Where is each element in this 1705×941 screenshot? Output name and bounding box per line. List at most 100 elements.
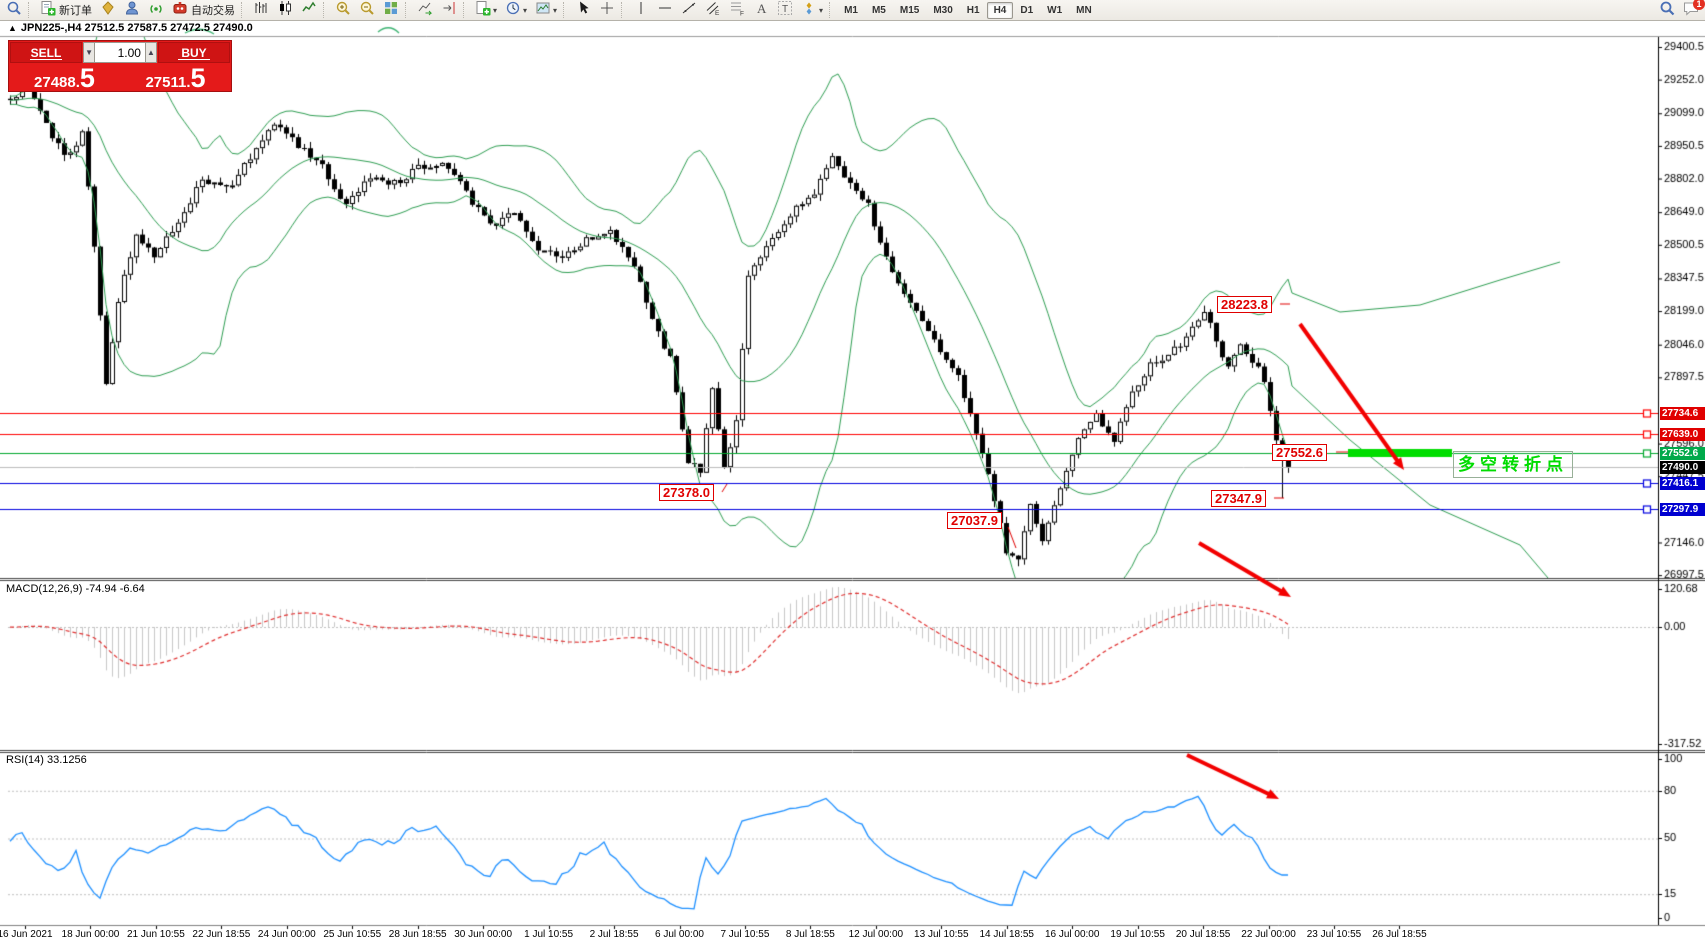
- text-label-tool[interactable]: T: [774, 0, 796, 20]
- ohlc-values: 27512.5 27587.5 27472.5 27490.0: [84, 22, 253, 34]
- price-label-recent-low[interactable]: 27347.9: [1211, 490, 1266, 507]
- candle-chart-mode-glyph: [277, 0, 293, 21]
- candle-chart-mode-button[interactable]: [274, 0, 296, 20]
- signals-icon[interactable]: [145, 0, 167, 20]
- time-axis-label: 13 Jul 10:55: [914, 929, 969, 940]
- time-axis-label: 20 Jul 18:55: [1175, 929, 1231, 940]
- chart-shift-button[interactable]: [438, 0, 460, 20]
- auto-trading-button[interactable]: 自动交易: [169, 0, 238, 20]
- arrows-glyph: [801, 0, 817, 21]
- one-click-trading-panel: SELL ▼ ▲ BUY 27488. 5 27511. 5: [8, 40, 232, 92]
- trendline-glyph: [681, 0, 697, 21]
- buy-button[interactable]: BUY: [158, 42, 230, 63]
- bar-chart-mode-glyph: [253, 0, 269, 21]
- chat-icon[interactable]: 1: [1680, 0, 1705, 20]
- volume-decrease-button[interactable]: ▼: [83, 42, 96, 63]
- channel-tool[interactable]: E: [702, 0, 724, 20]
- price-line-badge: 27639.0: [1660, 428, 1705, 441]
- toolbar-separator: [28, 2, 34, 18]
- price-label-swing-high[interactable]: 28223.8: [1217, 296, 1272, 313]
- zoom-out-button[interactable]: [356, 0, 378, 20]
- tile-windows-button[interactable]: [380, 0, 402, 20]
- sell-button[interactable]: SELL: [10, 42, 82, 63]
- chevron-down-icon: ▾: [553, 5, 558, 15]
- trendline-tool[interactable]: [678, 0, 700, 20]
- time-axis-label: 23 Jul 10:55: [1306, 929, 1362, 940]
- price-label-support-1[interactable]: 27378.0: [659, 484, 714, 501]
- new-order-glyph: [40, 0, 56, 21]
- crosshair-tool-glyph: [599, 0, 615, 21]
- fibonacci-tool[interactable]: F: [726, 0, 748, 20]
- price-label-breakdown[interactable]: 27552.6: [1272, 444, 1327, 461]
- search-icon[interactable]: [1656, 0, 1678, 20]
- time-axis-label: 22 Jun 18:55: [192, 929, 251, 940]
- timeframe-button-w1[interactable]: W1: [1047, 4, 1063, 16]
- cursor-tool-button[interactable]: [572, 0, 594, 20]
- timeframe-button-m1[interactable]: M1: [844, 4, 858, 16]
- price-line-badge: 27416.1: [1660, 477, 1705, 490]
- time-axis-label: 30 Jun 00:00: [454, 929, 513, 940]
- text-label-glyph: T: [777, 0, 793, 21]
- accounts-icon-glyph: [124, 0, 140, 21]
- auto-scroll-button[interactable]: [414, 0, 436, 20]
- time-axis-label: 26 Jul 18:55: [1372, 929, 1427, 940]
- line-chart-mode-button[interactable]: [298, 0, 320, 20]
- templates-button[interactable]: ▾: [532, 0, 560, 20]
- timeframe-button-h1[interactable]: H1: [966, 4, 980, 16]
- accounts-icon[interactable]: [121, 0, 143, 20]
- svg-text:E: E: [715, 10, 720, 16]
- symbol-period-label: JPN225-,H4: [20, 22, 82, 34]
- vertical-line-tool[interactable]: [630, 0, 652, 20]
- market-watch-icon[interactable]: [3, 0, 25, 20]
- buy-price[interactable]: 27511. 5: [120, 63, 231, 94]
- text-tool[interactable]: A: [750, 0, 772, 20]
- auto-trading-button-label: 自动交易: [191, 5, 235, 17]
- svg-text:A: A: [757, 1, 767, 16]
- trade-panel-collapse-icon[interactable]: ▲: [8, 23, 17, 33]
- toolbar-separator: [829, 2, 835, 18]
- new-order-button-label: 新订单: [59, 5, 92, 17]
- timeframe-button-m5[interactable]: M5: [871, 4, 886, 16]
- arrows-tool[interactable]: ▾: [798, 0, 826, 20]
- templates-glyph: [535, 0, 551, 21]
- time-axis-label: 8 Jul 18:55: [785, 929, 835, 940]
- price-label-swing-low[interactable]: 27037.9: [947, 512, 1002, 529]
- chevron-down-icon: ▾: [819, 5, 824, 15]
- periods-glyph: [505, 0, 521, 21]
- timeframe-button-m30[interactable]: M30: [933, 4, 953, 16]
- current-price-badge: 27490.0: [1660, 461, 1705, 474]
- notification-count-badge: 1: [1693, 0, 1705, 10]
- new-chart-button[interactable]: ▾: [472, 0, 500, 20]
- bar-chart-mode-button[interactable]: [250, 0, 272, 20]
- market-watch-icon-glyph: [6, 0, 22, 21]
- periods-button[interactable]: ▾: [502, 0, 530, 20]
- time-axis-label: 16 Jun 2021: [0, 929, 53, 940]
- price-line-badge: 27552.6: [1660, 447, 1705, 460]
- horizontal-line-tool[interactable]: [654, 0, 676, 20]
- zoom-in-button[interactable]: [332, 0, 354, 20]
- chart-shift-glyph: [441, 0, 457, 21]
- timeframe-button-m15[interactable]: M15: [899, 4, 920, 16]
- toolbar: 新订单 自动交易 ▾ ▾ ▾ E F A T ▾ M1 M5 M15 M30 H1 H4 D1 W1 MN 1: [0, 0, 1705, 21]
- history-center-icon[interactable]: [97, 0, 119, 20]
- buy-price-small: 27511.: [145, 74, 191, 91]
- buy-price-big: 5: [190, 63, 206, 94]
- channel-glyph: E: [705, 0, 721, 21]
- svg-text:T: T: [782, 4, 788, 15]
- crosshair-tool-button[interactable]: [596, 0, 618, 20]
- timeframe-button-d1[interactable]: D1: [1020, 4, 1034, 16]
- new-order-button[interactable]: 新订单: [37, 0, 95, 20]
- volume-increase-button[interactable]: ▲: [144, 42, 158, 63]
- auto-scroll-glyph: [417, 0, 433, 21]
- text-glyph: A: [753, 0, 769, 21]
- time-axis-label: 16 Jul 00:00: [1044, 929, 1100, 940]
- search-icon-glyph: [1659, 0, 1675, 21]
- vertical-line-glyph: [633, 0, 649, 21]
- timeframe-button-mn[interactable]: MN: [1076, 4, 1092, 16]
- timeframe-button-h4[interactable]: H4: [986, 1, 1014, 19]
- trend-note-text[interactable]: 多空转折点: [1453, 451, 1573, 478]
- sell-price[interactable]: 27488. 5: [9, 64, 120, 92]
- volume-input[interactable]: [95, 42, 145, 63]
